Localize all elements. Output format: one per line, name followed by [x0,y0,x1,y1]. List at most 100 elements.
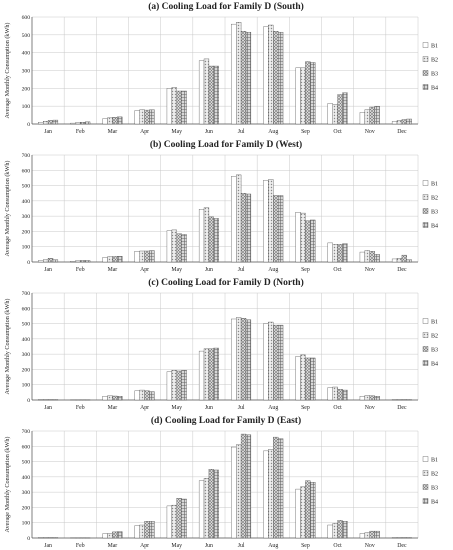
x-tick-label: Dec [397,543,407,549]
y-tick-label: 400 [22,475,31,481]
bar-b3-aug [273,31,279,125]
x-tick-label: Aug [268,129,278,135]
bar-b1-nov [359,112,366,125]
x-tick-label: Jan [44,129,52,135]
y-tick-label: 500 [22,184,31,190]
bar-b3-jul [240,433,247,539]
y-tick-label: 100 [22,383,31,389]
bar-b4-apr [149,391,155,401]
y-tick-label: 0 [27,122,30,128]
bar-b2-may [171,504,177,539]
legend-label: B2 [431,334,438,340]
bar-b2-aug [268,321,274,401]
bar-b2-oct [332,244,338,263]
x-tick-label: Jul [238,543,245,549]
bar-b2-aug [268,24,274,125]
bar-b1-feb [70,261,76,263]
y-tick-label: 300 [22,490,31,496]
bar-b4-nov [374,396,380,401]
bar-b2-may [171,87,177,125]
x-tick-label: Oct [333,267,342,273]
bar-b1-apr [134,110,140,125]
bar-b4-jun [213,347,219,401]
bar-b2-apr [139,250,145,263]
bar-b3-oct [337,94,343,125]
y-tick-label: 500 [22,33,31,39]
bar-b4-oct [342,389,348,401]
bar-b4-mar [117,256,123,263]
x-tick-label: Feb [76,129,85,135]
x-tick-label: Nov [365,129,375,135]
bar-b4-aug [277,324,284,401]
x-tick-label: Sep [301,267,310,273]
bar-b1-mar [102,533,108,539]
bar-b3-mar [112,531,118,539]
bar-b4-sep [310,357,316,401]
x-tick-label: May [171,543,182,549]
legend-label: B1 [431,44,438,50]
bar-b4-jan [52,119,59,125]
bar-b3-jul [240,318,247,401]
bar-b2-sep [300,486,306,539]
bar-b1-dec [391,258,398,263]
bar-b2-aug [268,449,274,539]
legend-label: B4 [431,86,438,92]
bar-b4-may [181,90,187,125]
bar-b2-dec [396,258,403,263]
legend-label: B1 [431,320,438,326]
bar-b2-mar [107,395,113,401]
bar-b3-oct [337,244,343,263]
legend-swatch-b2 [422,56,429,62]
x-tick-label: Mar [108,405,118,411]
bar-b3-apr [144,390,150,401]
bar-b1-mar [102,396,108,401]
bar-b3-dec [401,254,407,263]
x-tick-label: Aug [268,543,278,549]
legend-label: B3 [431,348,438,354]
legend-swatch-b4 [422,360,429,366]
y-tick-label: 0 [27,536,30,542]
legend: B1 B2 B3 B4 [422,42,438,92]
x-tick-label: Dec [397,267,407,273]
bar-b1-jul [231,446,237,539]
bar-b3-may [176,233,182,263]
x-tick-label: Sep [301,405,310,411]
bar-b2-aug [268,179,274,263]
bar-b2-nov [364,532,370,539]
bar-b4-feb [84,121,91,125]
legend-swatch-b2 [422,470,429,476]
bar-b2-jul [236,317,242,401]
bar-b2-sep [300,67,306,125]
x-tick-label: Jul [238,129,245,135]
legend: B1 B2 B3 B4 [422,180,438,230]
bar-b3-nov [369,530,375,539]
bar-b3-feb [80,122,86,125]
x-tick-label: Apr [140,129,149,135]
bar-b2-may [171,229,177,263]
bar-b4-aug [277,438,284,539]
bar-b4-jun [213,65,219,125]
bar-b1-oct [327,242,333,263]
bar-b3-jun [208,216,214,263]
x-tick-label: Oct [333,129,342,135]
x-tick-label: Jun [205,267,213,273]
bar-b4-oct [342,521,348,539]
bar-b2-nov [364,250,370,263]
chart-panel-4: (d) Cooling Load for Family D (East) Aver… [4,415,438,549]
y-tick-label: 400 [22,337,31,343]
bar-b2-apr [139,109,145,125]
legend-swatch-b2 [422,332,429,338]
bar-b2-jul [236,22,242,125]
y-tick-label: 600 [22,444,31,450]
x-tick-label: Apr [140,543,149,549]
bar-b4-mar [117,531,123,539]
x-tick-label: Aug [268,405,278,411]
chart-panel-3: (c) Cooling Load for Family D (North) Ave… [4,277,438,411]
bar-b2-may [171,370,177,401]
bar-b2-oct [332,104,338,125]
x-tick-label: Jun [205,543,213,549]
bar-b2-jan [43,259,49,263]
bar-b2-jun [203,348,210,401]
bar-b3-apr [144,521,150,539]
bar-b3-oct [337,520,343,539]
